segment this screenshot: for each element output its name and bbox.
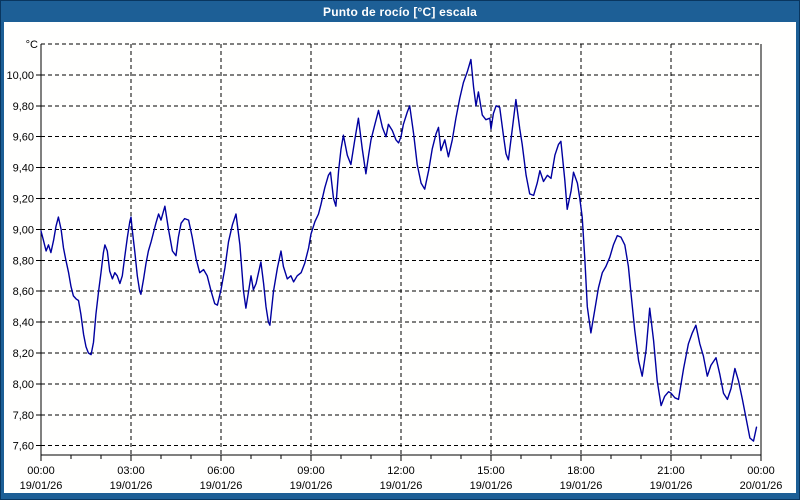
svg-text:8,20: 8,20 <box>13 348 34 360</box>
svg-text:19/01/26: 19/01/26 <box>110 480 153 492</box>
svg-text:03:00: 03:00 <box>117 465 145 477</box>
svg-text:19/01/26: 19/01/26 <box>200 480 243 492</box>
svg-text:9,20: 9,20 <box>13 194 34 206</box>
svg-text:19/01/26: 19/01/26 <box>380 480 423 492</box>
svg-text:8,40: 8,40 <box>13 317 34 329</box>
svg-text:9,00: 9,00 <box>13 224 34 236</box>
svg-text:10,00: 10,00 <box>6 70 34 82</box>
svg-text:8,80: 8,80 <box>13 255 34 267</box>
svg-text:19/01/26: 19/01/26 <box>650 480 693 492</box>
svg-text:°C: °C <box>26 39 38 51</box>
svg-text:7,80: 7,80 <box>13 410 34 422</box>
svg-text:18:00: 18:00 <box>567 465 595 477</box>
svg-text:21:00: 21:00 <box>657 465 685 477</box>
svg-text:12:00: 12:00 <box>387 465 415 477</box>
svg-text:15:00: 15:00 <box>477 465 505 477</box>
svg-text:19/01/26: 19/01/26 <box>560 480 603 492</box>
window-titlebar[interactable]: Punto de rocío [°C] escala <box>4 1 796 22</box>
dew-point-chart: 10,00 9,80 9,60 9,40 9,20 9,00 8,80 8,60 8,40 8,2… <box>6 39 783 492</box>
svg-text:09:00: 09:00 <box>297 465 325 477</box>
chart-content: 10,00 9,80 9,60 9,40 9,20 9,00 8,80 8,60 8,40 8,2… <box>4 22 796 493</box>
svg-text:00:00: 00:00 <box>747 465 775 477</box>
svg-text:19/01/26: 19/01/26 <box>20 480 63 492</box>
svg-text:9,60: 9,60 <box>13 132 34 144</box>
svg-text:06:00: 06:00 <box>207 465 235 477</box>
window-title: Punto de rocío [°C] escala <box>322 4 478 19</box>
svg-text:20/01/26: 20/01/26 <box>740 480 783 492</box>
svg-text:19/01/26: 19/01/26 <box>470 480 513 492</box>
svg-text:9,80: 9,80 <box>13 101 34 113</box>
svg-text:8,00: 8,00 <box>13 379 34 391</box>
svg-text:9,40: 9,40 <box>13 163 34 175</box>
svg-text:7,60: 7,60 <box>13 441 34 453</box>
svg-text:8,60: 8,60 <box>13 286 34 298</box>
svg-text:00:00: 00:00 <box>27 465 55 477</box>
svg-text:19/01/26: 19/01/26 <box>290 480 333 492</box>
